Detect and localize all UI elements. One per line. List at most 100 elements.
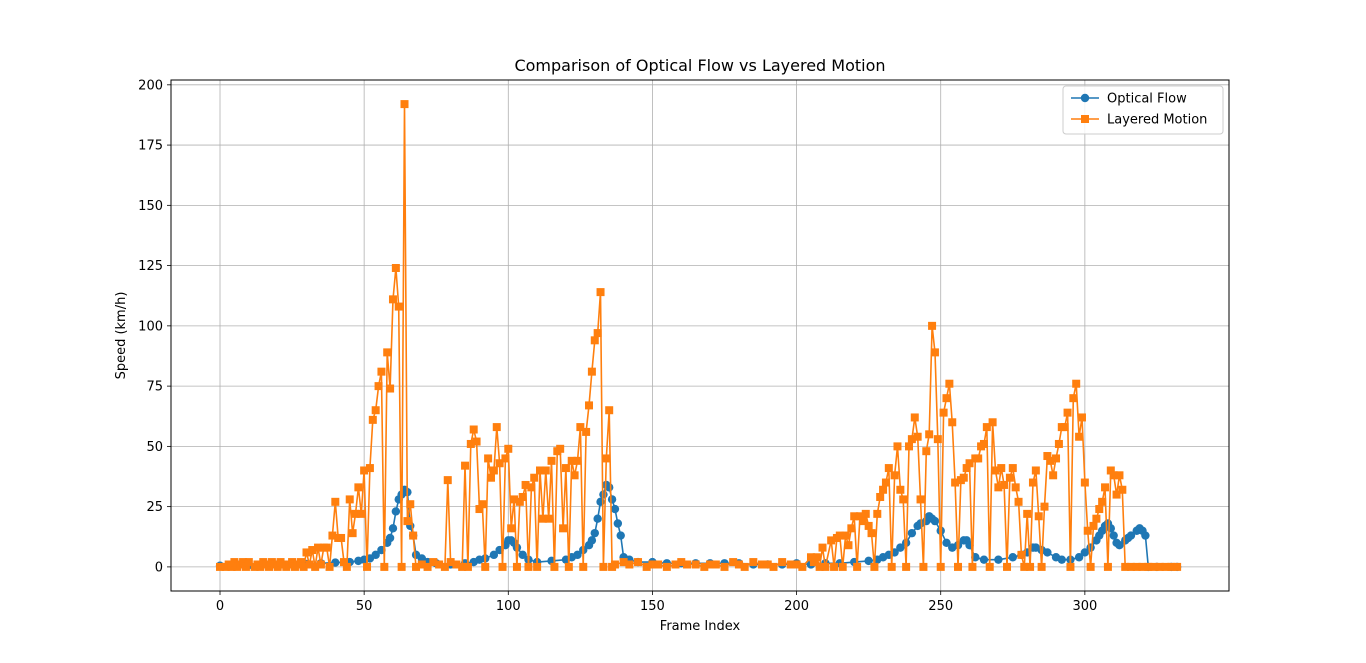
data-point — [541, 466, 550, 475]
data-point — [244, 558, 253, 567]
data-point — [314, 543, 323, 552]
data-point — [1011, 483, 1020, 492]
data-point — [533, 562, 542, 571]
data-point — [861, 509, 870, 518]
data-point — [827, 536, 836, 545]
data-point — [1040, 502, 1049, 511]
data-point — [360, 466, 369, 475]
data-point — [847, 524, 856, 533]
data-point — [853, 562, 862, 571]
data-point — [403, 517, 412, 526]
data-point — [1063, 408, 1072, 417]
data-point — [899, 495, 908, 504]
data-point — [302, 548, 311, 557]
data-point — [1121, 562, 1130, 571]
data-point — [769, 562, 778, 571]
data-point — [974, 454, 983, 463]
data-point — [484, 454, 493, 463]
data-point — [919, 562, 928, 571]
x-tick-label: 150 — [640, 599, 665, 614]
data-point — [1155, 562, 1164, 571]
data-point — [296, 558, 305, 567]
data-point — [757, 560, 766, 569]
data-point — [316, 560, 325, 569]
data-point — [273, 562, 282, 571]
data-point — [576, 423, 585, 432]
legend: Optical Flow Layered Motion — [1062, 85, 1224, 135]
data-point — [870, 562, 879, 571]
data-point — [570, 471, 579, 480]
data-point — [1106, 466, 1115, 475]
data-point — [357, 509, 366, 518]
y-tick-label: 125 — [138, 259, 163, 274]
data-point — [1103, 562, 1112, 571]
data-point — [443, 476, 452, 485]
data-point — [916, 495, 925, 504]
data-point — [873, 509, 882, 518]
y-ticks: 0 25 50 75 100 125 150 175 200 — [138, 78, 171, 575]
data-point — [1017, 550, 1026, 559]
data-point — [1066, 562, 1075, 571]
data-point — [374, 382, 383, 391]
data-point — [662, 562, 671, 571]
data-point — [763, 560, 772, 569]
y-tick-label: 75 — [146, 380, 163, 395]
data-point — [858, 517, 867, 526]
data-point — [683, 560, 692, 569]
data-point — [951, 478, 960, 487]
data-point — [573, 550, 582, 560]
data-point — [288, 558, 297, 567]
data-point — [337, 533, 346, 542]
data-point — [985, 562, 994, 571]
data-point — [388, 295, 397, 304]
y-axis-label: Speed (km/h) — [114, 292, 129, 380]
data-point — [371, 550, 380, 560]
data-point — [607, 495, 617, 504]
data-point — [590, 336, 599, 345]
data-point — [593, 514, 602, 523]
data-point — [311, 562, 320, 571]
data-point — [1031, 466, 1040, 475]
data-point — [582, 427, 591, 436]
data-point — [700, 562, 709, 571]
data-point — [907, 528, 917, 538]
data-point — [1115, 471, 1124, 480]
data-point — [299, 562, 308, 571]
data-point — [930, 516, 940, 526]
series-optical-flow — [215, 480, 1182, 572]
data-point — [1109, 471, 1118, 480]
data-point — [1026, 562, 1035, 571]
data-point — [720, 562, 729, 571]
data-point — [616, 531, 625, 540]
data-point — [363, 562, 372, 571]
y-tick-label: 100 — [138, 319, 163, 334]
legend-marker — [1081, 115, 1089, 123]
data-point — [844, 541, 853, 550]
data-point — [642, 562, 651, 571]
data-point — [339, 558, 348, 567]
data-point — [1089, 521, 1098, 530]
data-point — [954, 562, 963, 571]
data-point — [305, 560, 314, 569]
data-point — [397, 562, 406, 571]
data-point — [596, 288, 605, 297]
data-point — [550, 562, 559, 571]
data-point — [610, 504, 620, 514]
data-point — [256, 562, 265, 571]
data-point — [610, 560, 619, 569]
data-point — [982, 423, 991, 432]
data-point — [530, 473, 539, 482]
data-point — [677, 558, 686, 567]
data-point — [1014, 497, 1023, 506]
data-point — [1101, 483, 1110, 492]
data-point — [939, 408, 948, 417]
data-point — [512, 543, 522, 552]
data-point — [1052, 454, 1061, 463]
data-point — [489, 550, 499, 560]
legend-marker — [1080, 93, 1090, 103]
data-point — [602, 454, 611, 463]
data-point — [536, 466, 545, 475]
data-point — [997, 464, 1006, 473]
data-point — [579, 562, 588, 571]
data-point — [879, 485, 888, 494]
